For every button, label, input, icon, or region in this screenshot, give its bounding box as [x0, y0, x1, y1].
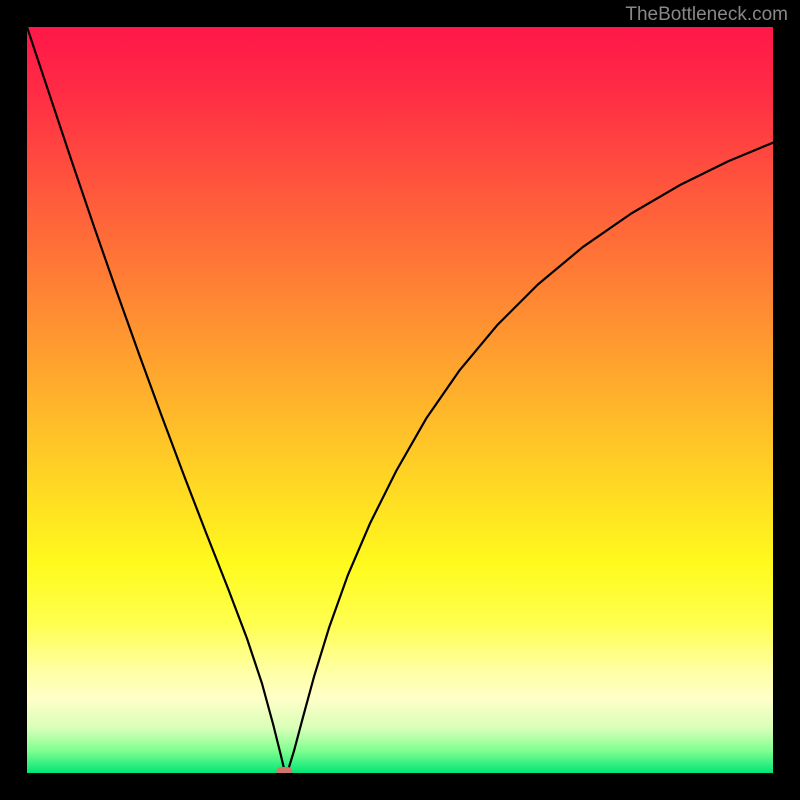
- minimum-marker: [276, 767, 292, 773]
- watermark-text: TheBottleneck.com: [625, 4, 788, 26]
- bottleneck-curve: [27, 27, 773, 773]
- plot-area: [27, 27, 773, 773]
